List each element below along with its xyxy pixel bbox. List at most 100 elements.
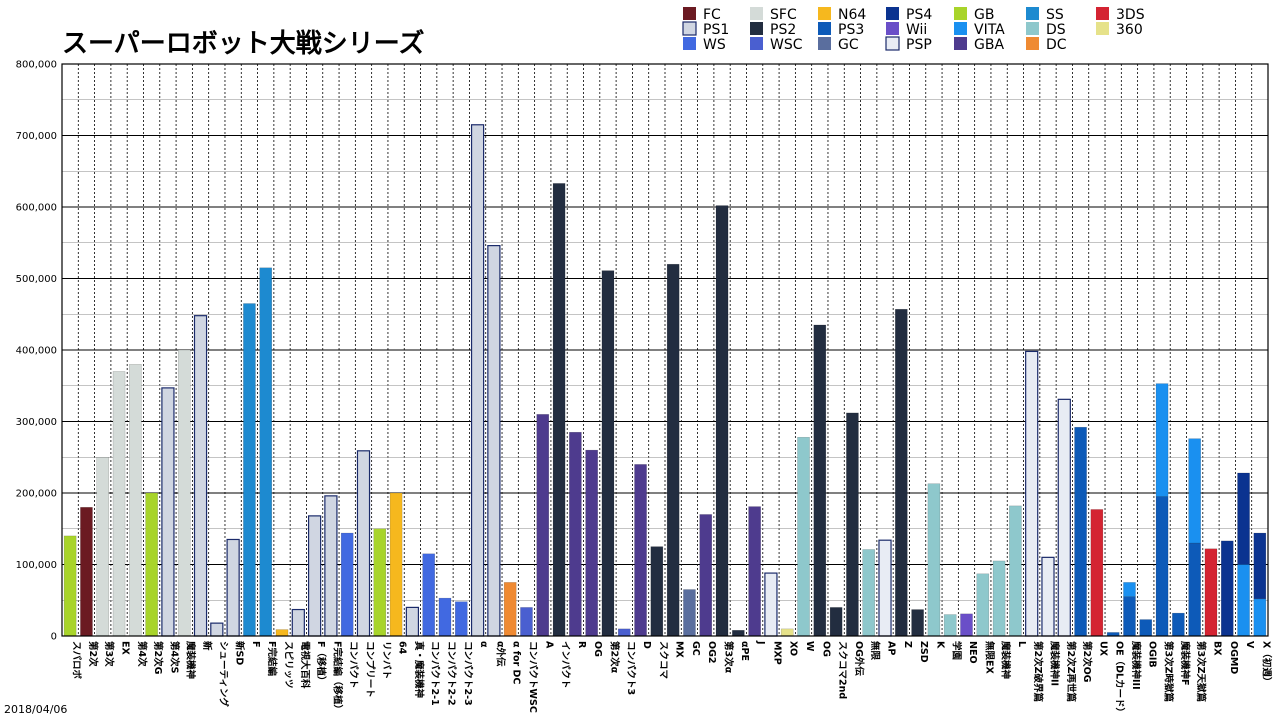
legend-label-PS1: PS1 bbox=[703, 22, 729, 38]
legend-label-GB: GB bbox=[974, 7, 994, 23]
legend-swatch-GC bbox=[818, 37, 831, 50]
legend-label-WS: WS bbox=[703, 37, 726, 53]
x-tick-label: ZSD bbox=[918, 641, 929, 663]
y-tick-label: 100,000 bbox=[16, 560, 57, 571]
bar-PS2 bbox=[911, 609, 924, 637]
bar-PS1 bbox=[161, 387, 175, 637]
bar-PS1 bbox=[470, 124, 485, 637]
x-tick-label: OG外伝 bbox=[853, 641, 865, 676]
bar-PS4 bbox=[1237, 472, 1250, 565]
y-axis-ticks: 0 100,000 200,000 300,000 400,000 500,000 600,… bbox=[16, 60, 57, 643]
x-tick-label: コンパクト bbox=[348, 641, 360, 689]
bar-GBA bbox=[569, 431, 582, 637]
bar-PS1 bbox=[487, 245, 501, 637]
y-tick-label: 800,000 bbox=[16, 60, 57, 71]
legend-label-PSP: PSP bbox=[906, 37, 932, 53]
plot-frame bbox=[61, 63, 1269, 637]
y-tick-label: 300,000 bbox=[16, 417, 57, 428]
x-tick-label: 新SD bbox=[234, 641, 246, 665]
x-tick-label: GC bbox=[690, 641, 701, 656]
x-tick-label: F bbox=[250, 641, 261, 648]
x-tick-label: α bbox=[478, 641, 489, 648]
x-tick-label: MX bbox=[674, 641, 685, 658]
x-tick-label: J bbox=[755, 640, 766, 645]
legend-label-PS3: PS3 bbox=[838, 22, 864, 38]
x-tick-label: 第3次α bbox=[723, 641, 735, 674]
legend-label-3DS: 3DS bbox=[1116, 7, 1145, 23]
legend-label-DS: DS bbox=[1046, 22, 1066, 38]
bar-VITA bbox=[1237, 564, 1250, 637]
bar-WS bbox=[340, 532, 354, 637]
bar-PS3 bbox=[1172, 612, 1185, 637]
bar-PSP bbox=[878, 539, 892, 637]
x-tick-label: α外伝 bbox=[494, 641, 506, 667]
bar-PS2 bbox=[666, 263, 680, 637]
legend-swatch-SS bbox=[1026, 7, 1039, 20]
bar-GB bbox=[145, 492, 158, 637]
legend-swatch-GB bbox=[954, 7, 967, 20]
bar-WS bbox=[438, 597, 452, 637]
x-tick-label: 第2次Z再世篇 bbox=[1065, 641, 1077, 702]
legend-swatch-DC bbox=[1026, 37, 1039, 50]
x-tick-label: OG2 bbox=[706, 641, 717, 663]
bar-DC bbox=[503, 582, 517, 637]
legend-swatch-WS bbox=[683, 37, 696, 50]
bar-WSC bbox=[520, 607, 533, 637]
bar-PS3 bbox=[1074, 426, 1087, 637]
legend-swatch-PS3 bbox=[818, 22, 831, 35]
bar-N64 bbox=[389, 492, 403, 637]
bar-PS2 bbox=[813, 324, 827, 637]
bar-DS bbox=[1009, 505, 1022, 637]
bar-DS bbox=[992, 560, 1006, 637]
x-tick-label: K bbox=[934, 641, 945, 649]
x-tick-label: コンパクト3 bbox=[625, 641, 637, 695]
bar-GC bbox=[683, 589, 696, 637]
x-tick-label: 真・魔装機神 bbox=[413, 641, 425, 698]
x-tick-label: OGMD bbox=[1228, 641, 1239, 674]
x-tick-label: スクコマ bbox=[657, 641, 668, 680]
bar-3DS bbox=[1090, 509, 1104, 637]
bar-VITA bbox=[1123, 582, 1136, 597]
bar-PS2 bbox=[732, 630, 745, 637]
bar-WS bbox=[455, 601, 468, 637]
bar-WS bbox=[422, 553, 435, 637]
bar-PSP bbox=[764, 572, 778, 637]
bar-DS bbox=[927, 483, 941, 637]
chart-title: スーパーロボット大戦シリーズ bbox=[62, 28, 424, 59]
x-tick-label: 第2次Z破界篇 bbox=[1032, 641, 1044, 702]
bar-SS bbox=[243, 303, 256, 637]
legend-swatch-PSP bbox=[885, 36, 900, 51]
x-tick-label: 第2次 bbox=[87, 641, 99, 667]
bar-VITA bbox=[1188, 438, 1201, 544]
bar-PS2 bbox=[846, 412, 859, 637]
x-tick-label: インパクト bbox=[560, 641, 572, 689]
bar-SFC bbox=[112, 371, 126, 637]
bar-GBA bbox=[748, 506, 761, 637]
x-tick-label: 第2次OG bbox=[1081, 641, 1093, 683]
x-tick-label: F完結編（移植） bbox=[331, 641, 343, 714]
x-tick-label: XO bbox=[788, 641, 799, 656]
x-tick-label: Z bbox=[902, 641, 913, 648]
legend-swatch-SFC bbox=[750, 7, 763, 20]
bar-PS3 bbox=[1155, 496, 1169, 637]
x-tick-label: F（移植） bbox=[315, 641, 327, 686]
x-tick-label: OG bbox=[592, 641, 603, 657]
bar-360 bbox=[780, 628, 794, 637]
x-tick-label: D bbox=[641, 641, 652, 649]
legend-label-PS4: PS4 bbox=[906, 7, 932, 23]
x-tick-label: W bbox=[804, 641, 815, 652]
bar-PS1 bbox=[210, 622, 224, 637]
legend-swatch-WSC bbox=[750, 37, 763, 50]
x-tick-label: OE（DLカード） bbox=[1114, 641, 1126, 717]
x-tick-label: シューティング bbox=[217, 641, 229, 707]
legend-label-360: 360 bbox=[1116, 22, 1143, 38]
legend-label-Wii: Wii bbox=[906, 22, 927, 38]
legend-swatch-N64 bbox=[818, 7, 831, 20]
bar-PS2 bbox=[715, 205, 729, 637]
bar-VITA bbox=[1155, 383, 1169, 497]
bar-DS bbox=[943, 614, 957, 637]
bar-GBA bbox=[699, 514, 713, 637]
bar-GB bbox=[63, 535, 77, 637]
x-tick-label: αPE bbox=[739, 641, 750, 661]
bar-N64 bbox=[275, 629, 289, 637]
